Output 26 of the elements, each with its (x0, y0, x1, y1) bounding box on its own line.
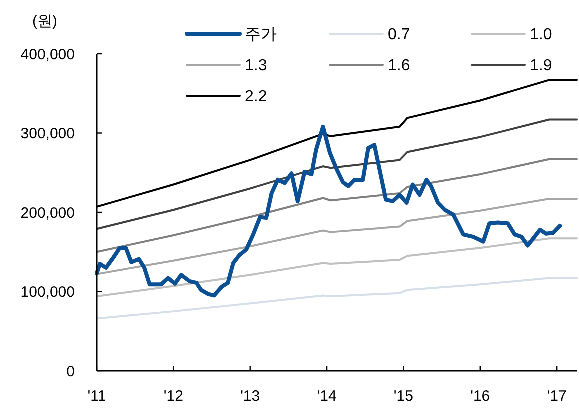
legend-label: 1.6 (388, 58, 410, 75)
x-tick-label: '14 (317, 388, 337, 405)
legend-label: 0.7 (388, 26, 410, 44)
x-tick-label: '15 (394, 388, 414, 405)
line-series (96, 238, 578, 298)
line-series (96, 158, 578, 254)
y-tick-label: 0 (66, 363, 75, 380)
x-tick-label: '13 (240, 388, 260, 405)
legend-label: 1.3 (245, 58, 268, 75)
y-axis-title: (원) (32, 13, 58, 30)
y-tick-label: 100,000 (20, 284, 75, 301)
line-series (95, 124, 562, 298)
line-series (96, 277, 578, 320)
y-tick-label: 300,000 (20, 126, 75, 142)
x-tick-label: '17 (547, 388, 567, 405)
legend-label: 주가 (245, 26, 277, 44)
legend-label: 1.9 (530, 58, 552, 75)
x-tick-label: '12 (164, 388, 184, 405)
legend-label: 2.2 (245, 88, 268, 106)
x-tick-label: '16 (470, 388, 490, 405)
y-tick-label: 200,000 (20, 204, 75, 222)
line-series (96, 118, 578, 230)
legend-label: 1.0 (530, 26, 552, 44)
x-tick-label: '11 (88, 388, 106, 405)
y-tick-label: 400,000 (20, 46, 75, 64)
line-series (96, 198, 578, 276)
